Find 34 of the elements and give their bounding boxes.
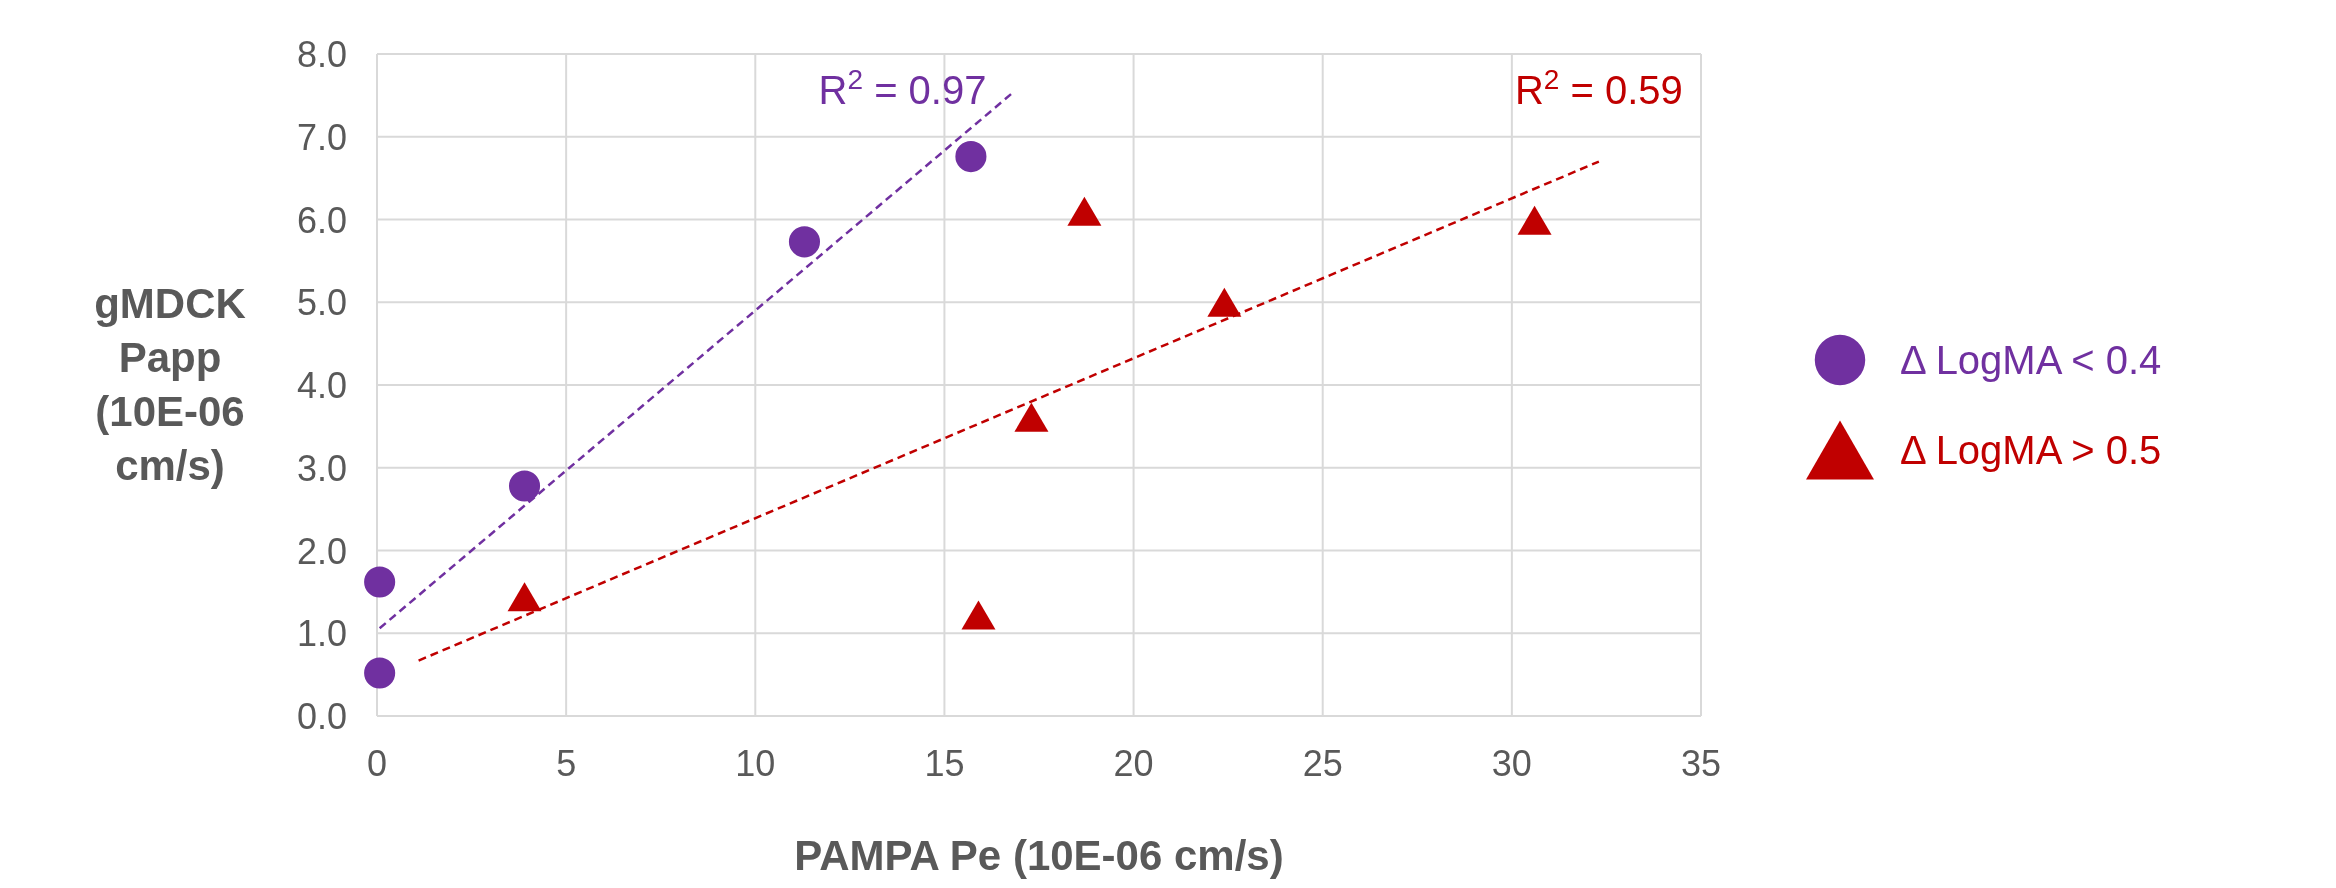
x-tick-label: 35: [1680, 743, 1722, 784]
y-axis-title: gMDCK Papp (10E-06 cm/s): [94, 280, 246, 489]
point: [955, 141, 987, 173]
point: [508, 470, 541, 502]
point: [1014, 402, 1049, 432]
point: [1067, 196, 1102, 226]
y-tick-label: 3.0: [296, 447, 347, 489]
point: [961, 600, 996, 630]
y-tick-label: 4.0: [296, 365, 347, 406]
x-tick-label: 10: [735, 743, 776, 784]
x-tick-label: 20: [1113, 743, 1154, 784]
y-tick-label: 7.0: [296, 116, 347, 158]
legend-label: Δ LogMA > 0.5: [1900, 428, 2162, 472]
x-tick-label: 15: [924, 743, 965, 784]
point: [507, 582, 542, 612]
y-tick-label: 6.0: [296, 199, 347, 241]
legend-label: Δ LogMA < 0.4: [1900, 338, 2162, 382]
point: [788, 226, 821, 258]
point: [1517, 205, 1552, 235]
x-tick-label: 5: [556, 743, 577, 784]
x-axis-title: PAMPA Pe (10E-06 cm/s): [794, 832, 1284, 879]
y-tick-label: 1.0: [296, 613, 347, 655]
y-tick-label: 8.0: [296, 34, 347, 75]
annotation: R$^{2}$ = 0.97: [818, 63, 987, 112]
point: [364, 657, 396, 689]
y-tick-label: 5.0: [296, 282, 347, 324]
point: [364, 566, 396, 598]
annotation: R$^{2}$ = 0.59: [1514, 63, 1683, 112]
x-tick-label: 0: [366, 743, 388, 784]
y-tick-label: 0.0: [296, 696, 347, 737]
y-tick-label: 2.0: [296, 530, 347, 572]
x-tick-label: 30: [1491, 743, 1532, 784]
point: [1207, 287, 1242, 317]
x-tick-label: 25: [1302, 743, 1343, 784]
